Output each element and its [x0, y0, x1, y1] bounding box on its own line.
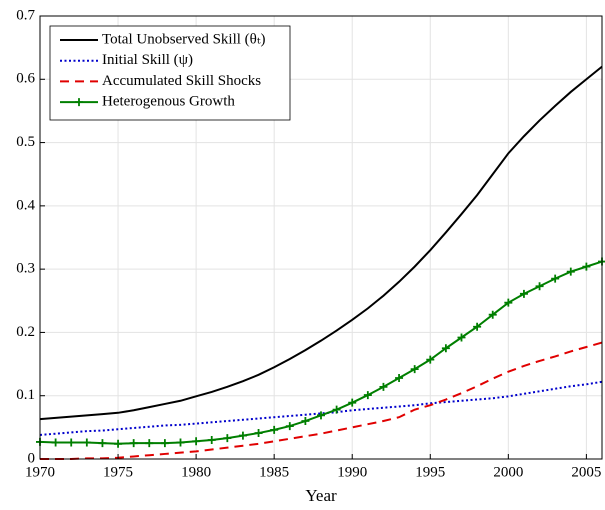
point-marker — [348, 398, 357, 407]
y-tick-label: 0.7 — [16, 7, 35, 23]
point-marker — [473, 322, 482, 331]
x-tick-label: 1970 — [25, 464, 55, 480]
point-marker — [441, 344, 450, 353]
point-marker — [332, 405, 341, 414]
legend-marker — [75, 98, 83, 107]
point-marker — [51, 438, 60, 447]
point-marker — [176, 438, 185, 447]
point-marker — [363, 391, 372, 400]
point-marker — [98, 439, 107, 448]
legend-box — [49, 25, 291, 121]
point-marker — [192, 437, 201, 446]
point-marker — [395, 373, 404, 382]
point-marker — [114, 439, 123, 448]
point-marker — [301, 417, 310, 426]
point-marker — [145, 439, 154, 448]
point-marker — [223, 434, 232, 443]
point-marker — [160, 439, 169, 448]
point-marker — [67, 438, 76, 447]
y-tick-label: 0.6 — [16, 71, 35, 87]
y-tick-label: 0.1 — [16, 387, 35, 403]
point-marker — [566, 267, 575, 276]
point-marker — [207, 436, 216, 445]
point-marker — [254, 429, 263, 438]
point-marker — [488, 310, 497, 319]
point-marker — [504, 298, 513, 307]
point-marker — [285, 422, 294, 431]
point-marker — [535, 282, 544, 291]
legend: Total Unobserved Skill (θₜ) Initial Skill… — [60, 31, 266, 110]
point-marker — [317, 411, 325, 420]
point-marker — [379, 382, 388, 391]
point-marker — [519, 289, 528, 298]
point-marker — [238, 431, 247, 440]
axes-frame — [39, 15, 603, 460]
ticks: 0 0.1 0.2 0.3 0.4 0.5 0.6 0.7 1970 1975 1980 1985 19… — [16, 7, 601, 480]
point-marker — [270, 425, 279, 434]
x-tick-label: 2005 — [571, 464, 601, 480]
series-line — [39, 65, 603, 421]
legend-label: Initial Skill (ψ) — [102, 52, 193, 68]
x-tick-label: 1990 — [337, 464, 367, 480]
point-marker — [551, 274, 560, 283]
legend-label: Accumulated Skill Shocks — [102, 73, 261, 89]
x-axis-label: Year — [305, 486, 337, 505]
point-marker — [129, 439, 138, 448]
y-tick-label: 0.2 — [16, 324, 35, 340]
point-marker — [582, 262, 591, 271]
series-line — [39, 380, 603, 436]
x-tick-label: 1980 — [181, 464, 211, 480]
x-tick-label: 1995 — [415, 464, 445, 480]
x-tick-label: 1985 — [259, 464, 289, 480]
y-tick-label: 0.3 — [16, 261, 35, 277]
legend-label: Total Unobserved Skill (θₜ) — [102, 31, 266, 47]
point-marker — [82, 438, 91, 447]
legend-label: Heterogenous Growth — [102, 94, 235, 110]
y-tick-label: 0 — [28, 450, 36, 466]
plot — [36, 65, 605, 460]
y-tick-label: 0.5 — [16, 134, 35, 150]
point-marker — [410, 365, 419, 374]
point-marker — [457, 333, 466, 342]
y-tick-label: 0.4 — [16, 197, 35, 213]
x-tick-label: 2000 — [493, 464, 523, 480]
x-tick-label: 1975 — [103, 464, 133, 480]
series-line — [40, 341, 603, 460]
point-marker — [426, 355, 435, 364]
